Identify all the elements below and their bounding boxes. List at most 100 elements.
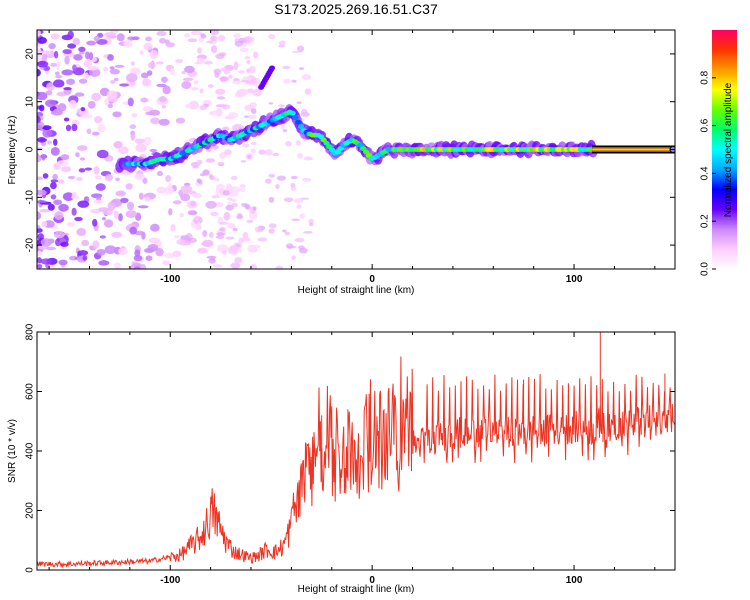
noise-blob: [92, 131, 100, 136]
noise-blob: [66, 222, 75, 227]
noise-blob: [37, 60, 49, 68]
noise-blob: [193, 80, 199, 85]
noise-blob: [94, 175, 102, 180]
noise-blob: [268, 34, 276, 40]
noise-blob: [54, 71, 60, 76]
noise-blob: [258, 149, 267, 155]
noise-blob: [156, 83, 167, 88]
noise-blob: [215, 88, 226, 95]
y-tick-label: 600: [25, 383, 36, 400]
noise-blob: [144, 36, 152, 42]
noise-blob: [119, 83, 130, 87]
noise-blob: [72, 37, 80, 45]
noise-blob: [301, 108, 308, 115]
noise-blob: [92, 218, 98, 227]
noise-blob: [165, 175, 172, 183]
noise-blob: [37, 48, 42, 52]
noise-blob: [78, 46, 86, 53]
noise-blob: [194, 62, 201, 65]
noise-blob: [222, 126, 230, 131]
noise-blob: [248, 114, 257, 119]
noise-blob: [232, 227, 238, 232]
noise-blob: [250, 264, 258, 269]
noise-blob: [113, 77, 119, 82]
noise-blob: [229, 245, 235, 250]
noise-blob: [39, 208, 51, 213]
noise-blob: [215, 53, 225, 60]
noise-blob: [68, 99, 77, 109]
noise-blob: [37, 227, 43, 233]
noise-blob: [156, 170, 163, 177]
noise-blob: [296, 204, 302, 209]
noise-blob: [282, 129, 288, 133]
noise-blob: [103, 219, 114, 228]
noise-blob: [297, 152, 304, 159]
noise-blob: [130, 61, 135, 66]
noise-blob: [50, 62, 57, 67]
noise-blob: [184, 103, 193, 109]
noise-blob: [222, 250, 227, 255]
noise-blob: [88, 52, 94, 61]
y-tick-label: 0: [25, 567, 36, 573]
noise-blob: [47, 140, 52, 145]
noise-blob: [115, 177, 120, 182]
noise-blob: [242, 42, 247, 48]
noise-blob: [198, 179, 203, 185]
noise-blob: [227, 197, 233, 201]
y-tick-label: 200: [25, 502, 36, 519]
noise-blob: [150, 223, 160, 232]
noise-blob: [145, 255, 153, 262]
noise-blob: [155, 247, 164, 257]
noise-blob: [139, 50, 144, 55]
noise-blob: [99, 235, 106, 239]
noise-blob: [50, 147, 60, 156]
noise-blob: [199, 105, 207, 111]
x-tick-label: 100: [566, 274, 583, 285]
noise-blob: [183, 182, 191, 187]
noise-blob: [240, 160, 247, 163]
noise-blob: [197, 248, 207, 254]
noise-blob: [118, 247, 128, 256]
noise-blob: [41, 125, 52, 130]
noise-blob: [216, 232, 225, 237]
noise-blob: [230, 175, 238, 181]
y-tick-label: -10: [25, 190, 36, 205]
noise-blob: [83, 59, 93, 68]
colorbar-tick-label: 0.2: [700, 214, 711, 228]
noise-blob: [67, 43, 77, 49]
noise-blob: [254, 226, 262, 233]
noise-blob: [257, 237, 268, 242]
noise-blob: [209, 36, 218, 42]
noise-blob: [37, 142, 41, 147]
noise-blob: [44, 99, 57, 108]
noise-blob: [60, 241, 69, 247]
ridge-core: [297, 124, 305, 129]
noise-blob: [209, 30, 220, 36]
noise-blob: [37, 115, 41, 124]
noise-blob: [149, 49, 159, 59]
noise-blob: [303, 230, 313, 234]
noise-blob: [211, 45, 218, 54]
noise-blob: [57, 103, 67, 112]
noise-blob: [114, 262, 121, 269]
noise-blob: [246, 59, 251, 65]
noise-blob: [240, 80, 249, 83]
noise-blob: [109, 68, 120, 75]
noise-blob: [277, 44, 285, 48]
noise-blob: [228, 74, 233, 79]
y-tick-label: 0: [25, 146, 36, 152]
noise-blob: [264, 149, 273, 156]
noise-blob: [60, 154, 70, 161]
noise-blob: [140, 263, 147, 269]
y-tick-label: 10: [25, 96, 36, 108]
noise-blob: [81, 239, 90, 247]
noise-blob: [298, 247, 308, 254]
noise-blob: [221, 104, 231, 110]
noise-blob: [86, 40, 97, 46]
noise-blob: [183, 33, 191, 38]
noise-blob: [280, 123, 285, 130]
noise-blob: [304, 88, 312, 95]
noise-blob: [224, 149, 232, 156]
